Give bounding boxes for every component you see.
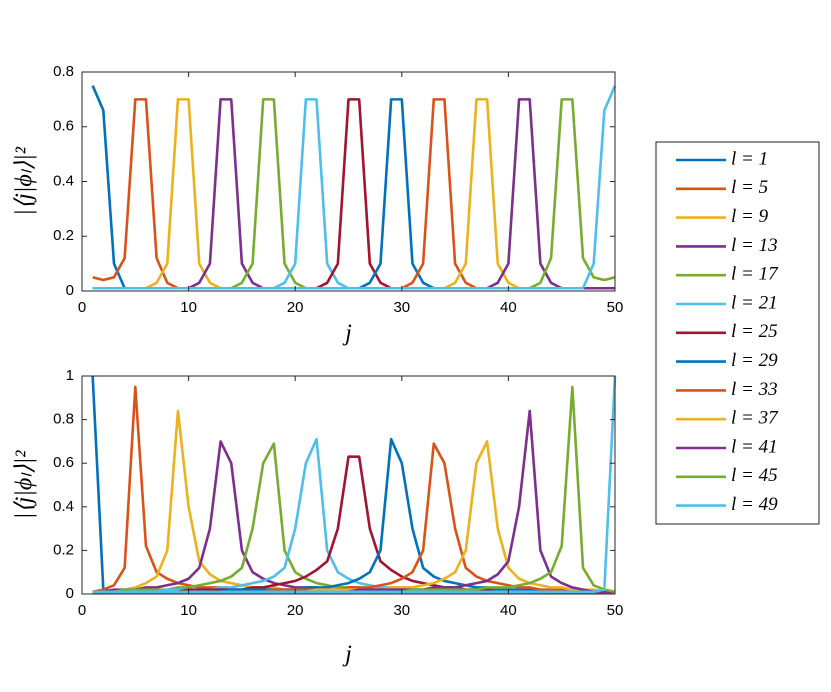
legend-label: l = 9 bbox=[731, 206, 769, 227]
y-tick-label: 0.6 bbox=[53, 454, 74, 471]
x-tick-label: 30 bbox=[393, 602, 410, 619]
legend-label: l = 29 bbox=[731, 350, 778, 371]
legend-label: l = 33 bbox=[731, 379, 778, 400]
legend-label: l = 17 bbox=[731, 264, 779, 285]
x-tick-label: 10 bbox=[180, 602, 197, 619]
y-tick-label: 1 bbox=[66, 367, 74, 384]
y-tick-label: 0.2 bbox=[53, 541, 74, 558]
legend-label: l = 21 bbox=[731, 292, 778, 313]
x-axis-label: j bbox=[342, 321, 352, 347]
y-tick-label: 0.8 bbox=[53, 411, 74, 428]
y-axis-label: |⟨j|ϕₗ⟩|² bbox=[12, 146, 38, 216]
x-tick-label: 0 bbox=[78, 299, 86, 316]
x-tick-label: 50 bbox=[607, 602, 624, 619]
y-tick-label: 0.4 bbox=[53, 172, 74, 189]
legend-label: l = 49 bbox=[731, 494, 778, 515]
legend-label: l = 25 bbox=[731, 321, 778, 342]
x-tick-label: 40 bbox=[500, 602, 517, 619]
y-tick-label: 0.8 bbox=[53, 63, 74, 80]
legend-label: l = 13 bbox=[731, 235, 778, 256]
series-line bbox=[92, 85, 617, 290]
x-tick-label: 40 bbox=[500, 299, 517, 316]
series-line bbox=[92, 375, 617, 594]
y-tick-label: 0.4 bbox=[53, 498, 74, 515]
legend-label: l = 37 bbox=[731, 408, 779, 429]
x-tick-label: 30 bbox=[393, 299, 410, 316]
y-tick-label: 0.2 bbox=[53, 227, 74, 244]
legend-label: l = 5 bbox=[731, 177, 768, 198]
y-tick-label: 0 bbox=[66, 282, 74, 299]
legend-label: l = 1 bbox=[731, 148, 768, 169]
x-tick-label: 20 bbox=[287, 602, 304, 619]
axes-box bbox=[81, 375, 616, 595]
x-axis-label: j bbox=[342, 642, 352, 668]
x-tick-label: 50 bbox=[607, 299, 624, 316]
y-axis-label: |⟨j|ϕₗ⟩|² bbox=[12, 450, 38, 520]
plot-area bbox=[82, 376, 615, 594]
y-tick-label: 0.6 bbox=[53, 118, 74, 135]
y-tick-label: 0 bbox=[66, 585, 74, 602]
legend-label: l = 41 bbox=[731, 436, 778, 457]
x-tick-label: 0 bbox=[78, 602, 86, 619]
x-tick-label: 10 bbox=[180, 299, 197, 316]
legend-label: l = 45 bbox=[731, 465, 778, 486]
x-tick-label: 20 bbox=[287, 299, 304, 316]
